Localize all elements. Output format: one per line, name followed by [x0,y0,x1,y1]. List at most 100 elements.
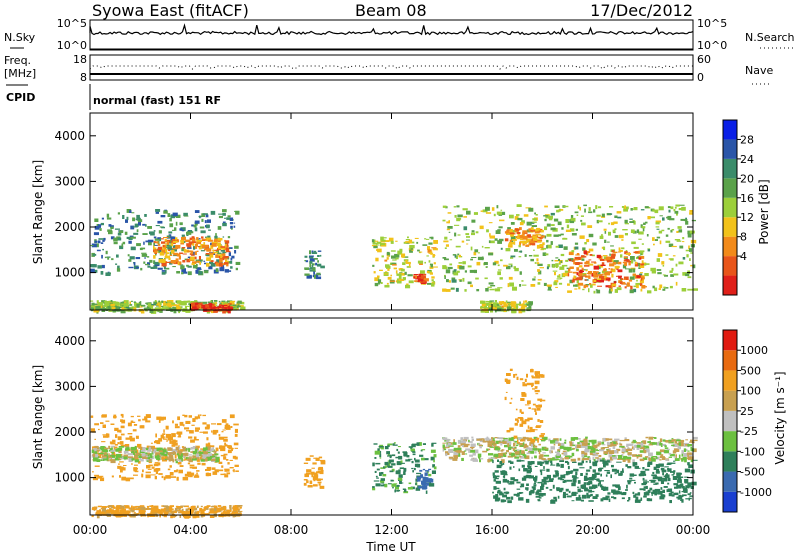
echo-cell [509,214,514,219]
echo-cell [510,303,516,307]
echo-cell [145,474,151,479]
echo-cell [686,254,689,258]
echo-cell [595,452,600,455]
echo-cell [647,290,652,294]
echo-cell [218,262,223,267]
echo-cell [610,474,612,479]
echo-cell [117,232,122,236]
echo-cell [223,262,229,265]
echo-cell [159,252,164,256]
echo-cell [610,256,616,259]
echo-cell [637,256,639,259]
echo-cell [574,211,579,214]
echo-cell [237,508,240,513]
echo-cell [643,486,647,489]
echo-cell [608,231,611,236]
echo-cell [582,288,585,291]
echo-cell [205,446,208,449]
echo-cell [612,450,618,454]
echo-cell [681,458,684,462]
echo-cell [212,431,217,435]
echo-cell [135,453,140,456]
echo-cell [155,211,159,214]
echo-cell [676,230,679,233]
echo-cell [186,430,191,432]
echo-cell [692,439,698,442]
echo-cell [466,239,470,241]
echo-cell [419,486,424,488]
echo-cell [479,444,482,449]
echo-cell [116,453,122,457]
echo-cell [233,307,238,311]
echo-cell [224,243,227,247]
echo-cell [581,258,585,261]
echo-cell [162,505,168,507]
echo-cell [609,206,614,208]
echo-cell [669,218,675,221]
echo-cell [182,476,189,481]
echo-cell [184,414,188,418]
echo-cell [428,483,435,487]
echo-cell [194,474,199,478]
echo-cell [320,460,326,465]
echo-cell [555,454,561,459]
echo-cell [205,451,211,454]
echo-cell [222,236,225,238]
echo-cell [422,477,428,481]
echo-cell [210,455,216,458]
echo-cell [207,448,212,453]
echo-cell [155,209,161,212]
echo-cell [559,442,565,447]
echo-cell [313,271,315,275]
echo-cell [192,264,198,269]
echo-cell [464,289,467,292]
echo-cell [455,287,459,292]
echo-cell [502,441,508,444]
echo-cell [521,411,524,414]
echo-cell [396,484,400,487]
echo-cell [142,223,146,226]
echo-cell [184,458,188,461]
echo-cell [485,300,489,303]
echo-cell [416,241,419,244]
echo-cell [532,234,537,239]
echo-cell [194,508,196,511]
echo-cell [513,455,517,458]
echo-cell [189,464,195,467]
echo-cell [660,467,665,471]
echo-cell [629,218,633,220]
echo-cell [211,467,216,470]
echo-cell [185,457,191,460]
echo-cell [631,241,636,245]
echo-cell [532,448,538,451]
echo-cell [187,458,191,461]
echo-cell [165,512,169,514]
echo-cell [420,474,423,478]
echo-cell [530,227,534,230]
echo-cell [654,480,657,482]
echo-cell [131,463,133,465]
echo-cell [170,236,176,241]
echo-cell [120,512,124,515]
echo-cell [692,459,698,461]
echo-cell [516,229,520,231]
echo-cell [567,465,570,470]
echo-cell [216,423,222,426]
echo-cell [545,461,549,465]
echo-cell [217,254,222,257]
echo-cell [448,280,451,283]
echo-cell [480,305,483,308]
colorbar-segment [723,350,737,371]
echo-cell [460,437,464,440]
echo-cell [574,256,580,260]
echo-cell [638,473,645,477]
echo-cell [218,436,225,440]
echo-cell [540,230,544,233]
echo-cell [468,441,473,443]
colorbar-tick-label: -100 [740,445,765,458]
echo-cell [515,408,518,411]
echo-cell [667,468,672,472]
echo-cell [443,240,449,243]
echo-cell [555,470,559,475]
echo-cell [99,509,102,512]
